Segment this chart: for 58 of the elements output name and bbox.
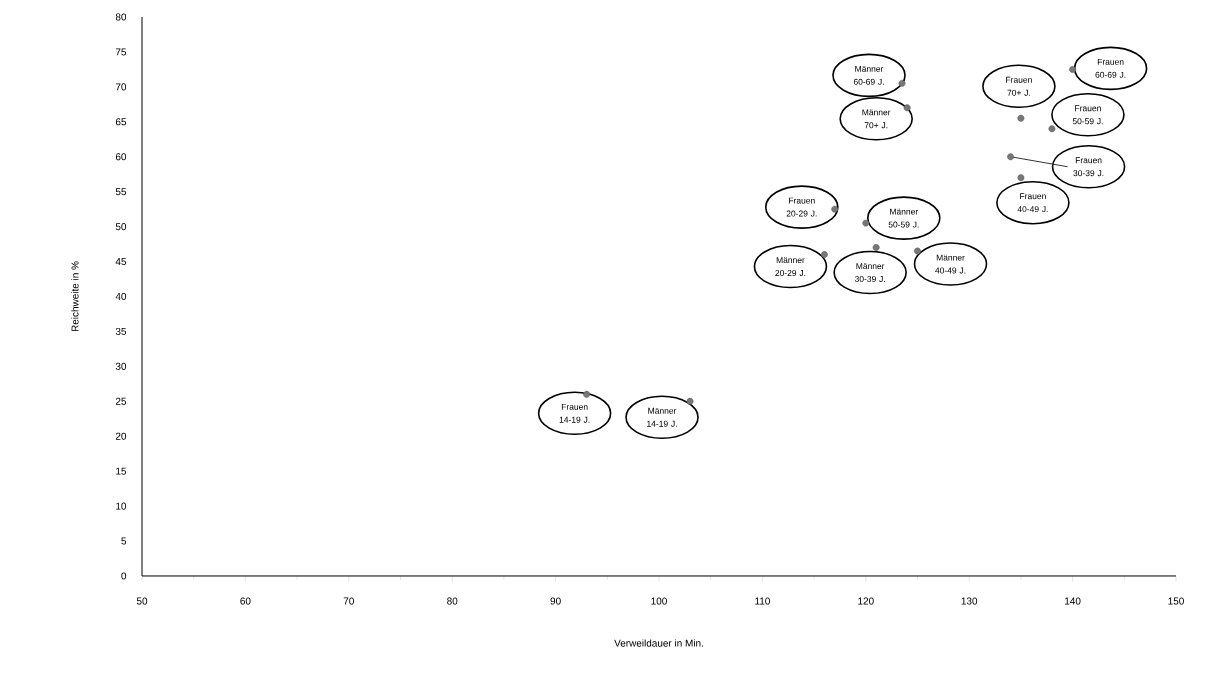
y-tick-label: 80 (115, 13, 127, 21)
y-tick-label: 15 (116, 467, 127, 475)
annotation: Frauen 70+ J. (1006, 76, 1032, 96)
y-tick-label: 20 (115, 432, 127, 440)
point (1007, 153, 1014, 161)
point (821, 251, 828, 258)
point (686, 397, 694, 405)
point (872, 244, 880, 251)
y-tick-label: 25 (115, 397, 127, 405)
annotation: Frauen 60-69 J. (1095, 58, 1126, 78)
annotation: Männer 70+ J. (862, 109, 891, 129)
annotation: Frauen 20-29 J. (786, 197, 817, 217)
y-tick-label: 5 (121, 537, 127, 545)
x-tick-label: 140 (1065, 597, 1081, 605)
point (1017, 174, 1025, 182)
y-tick-label: 55 (115, 188, 127, 196)
annotation: Männer 30-39 J. (854, 263, 885, 282)
y-tick-label: 45 (115, 258, 127, 266)
annotation: Frauen 30-39 J. (1073, 157, 1104, 177)
x-tick-label: 60 (240, 597, 251, 605)
y-tick-label: 70 (115, 83, 127, 91)
point (862, 219, 870, 227)
y-tick-label: 35 (115, 327, 127, 335)
point (1048, 125, 1056, 133)
point (1069, 65, 1077, 73)
y-tick-label: 75 (115, 48, 127, 56)
point (903, 104, 911, 112)
annotation: Männer 40-49 J. (935, 254, 966, 274)
x-tick-label: 50 (136, 597, 148, 605)
annotation: Frauen 50-59 J. (1072, 105, 1103, 125)
x-tick-label: 110 (755, 597, 770, 605)
x-axis-title: Verweildauer in Min. (614, 639, 703, 647)
annotation: Frauen 14-19 J. (559, 403, 590, 423)
y-tick-label: 60 (115, 153, 127, 161)
point (831, 205, 839, 213)
point (1017, 114, 1025, 122)
y-tick-label: 0 (121, 572, 127, 580)
x-tick-label: 100 (651, 597, 667, 605)
annotation: Frauen 40-49 J. (1017, 193, 1048, 213)
annotation: Männer 50-59 J. (888, 208, 919, 228)
y-tick-label: 10 (116, 502, 127, 510)
annotation: Männer 60-69 J. (853, 65, 884, 85)
annotation: Männer 20-29 J. (775, 257, 806, 276)
y-tick-label: 50 (115, 223, 127, 231)
annotation: Männer 14-19 J. (647, 407, 677, 427)
x-tick-label: 120 (858, 597, 874, 605)
y-axis-title: Reichweite in % (71, 261, 79, 332)
x-tick-label: 150 (1168, 597, 1184, 605)
y-tick-label: 30 (115, 362, 127, 370)
point (898, 79, 906, 87)
point (583, 390, 591, 398)
x-tick-label: 80 (447, 597, 458, 605)
x-tick-label: 130 (961, 597, 978, 605)
x-tick-label: 90 (550, 597, 561, 605)
x-tick-label: 70 (343, 597, 354, 605)
point (914, 247, 921, 255)
y-tick-label: 65 (115, 118, 127, 126)
y-tick-label: 40 (115, 292, 127, 301)
